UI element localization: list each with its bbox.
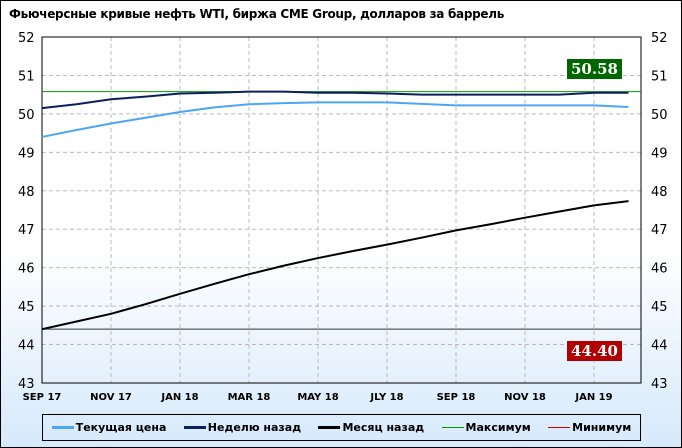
legend-item: Месяц назад: [318, 421, 424, 434]
legend-label: Минимум: [572, 421, 632, 434]
plot-border: [41, 36, 642, 384]
y-tick-label: 44: [18, 339, 35, 354]
y-tick-label: 49: [651, 146, 668, 161]
y-tick-label: 45: [651, 300, 668, 315]
legend-swatch: [548, 427, 571, 428]
x-tick-label: MAR 18: [228, 392, 271, 403]
y-tick-label: 44: [651, 339, 668, 354]
y-tick-label: 52: [651, 31, 668, 46]
legend-item: Текущая цена: [51, 421, 167, 434]
chart-title: Фьючерсные кривые нефть WTI, биржа CME G…: [9, 7, 505, 21]
legend-swatch: [318, 426, 341, 429]
y-tick-label: 43: [651, 377, 668, 392]
y-tick-label: 48: [18, 185, 35, 200]
legend-label: Месяц назад: [342, 421, 425, 434]
x-tick-label: MAY 18: [297, 392, 338, 403]
y-tick-label: 43: [18, 377, 35, 392]
legend-item: Максимум: [441, 421, 531, 434]
legend-item: Минимум: [548, 421, 631, 434]
series-line-0: [41, 101, 629, 138]
y-tick-label: 49: [18, 146, 35, 161]
x-tick-label: JAN 19: [574, 392, 612, 403]
legend-swatch: [51, 426, 74, 429]
x-tick-label: JLY 18: [369, 392, 403, 403]
legend: Текущая цена Неделю назад Месяц назад Макси…: [42, 414, 641, 441]
legend-label: Текущая цена: [75, 421, 167, 434]
y-tick-label: 47: [651, 223, 668, 238]
legend-item: Неделю назад: [183, 421, 302, 434]
x-tick-label: NOV 17: [90, 392, 132, 403]
series-line-2: [41, 200, 629, 331]
y-tick-label: 52: [18, 31, 35, 46]
y-tick-label: 48: [651, 185, 668, 200]
y-tick-label: 50: [18, 108, 35, 123]
x-tick-label: SEP 18: [437, 392, 476, 403]
y-tick-label: 47: [18, 223, 35, 238]
y-tick-label: 51: [651, 69, 668, 84]
y-tick-label: 51: [18, 69, 35, 84]
legend-label: Максимум: [465, 421, 531, 434]
x-tick-label: SEP 17: [23, 392, 62, 403]
legend-label: Неделю назад: [207, 421, 302, 434]
legend-swatch: [183, 426, 206, 429]
min-label: 44.40: [567, 341, 622, 362]
x-tick-label: JAN 18: [160, 392, 198, 403]
max-label: 50.58: [567, 58, 622, 79]
series-line-1: [41, 90, 629, 110]
y-tick-label: 45: [18, 300, 35, 315]
y-tick-label: 46: [18, 262, 35, 277]
x-tick-label: NOV 18: [504, 392, 546, 403]
legend-swatch: [441, 427, 464, 428]
y-tick-label: 50: [651, 108, 668, 123]
y-tick-label: 46: [651, 262, 668, 277]
